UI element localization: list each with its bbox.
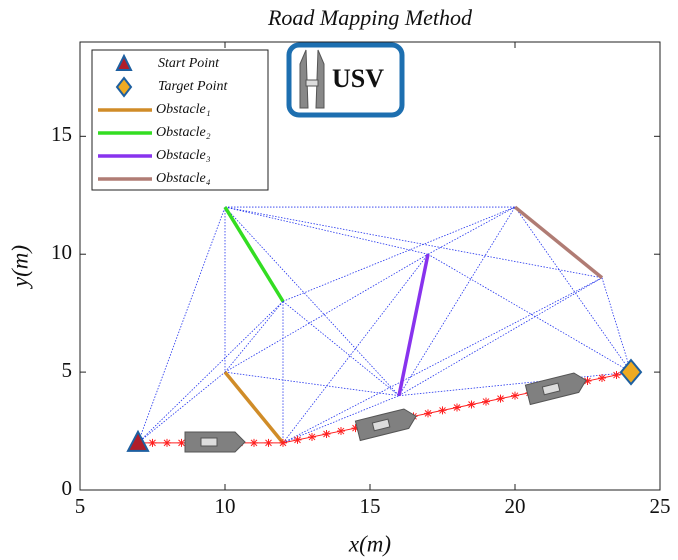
graph-edge	[283, 278, 602, 443]
x-tick-label: 15	[360, 494, 381, 518]
x-tick-label: 5	[75, 494, 86, 518]
path-marker	[497, 395, 505, 403]
path-marker	[613, 371, 621, 379]
path-marker	[453, 403, 461, 411]
graph-edge	[515, 207, 631, 372]
path-marker	[250, 439, 258, 447]
graph-edge	[138, 207, 225, 443]
graph-edge	[225, 254, 428, 372]
chart: Road Mapping Method x(m) y(m) Start Poin…	[0, 0, 678, 560]
boat-deck	[201, 438, 217, 446]
graph-edge	[428, 207, 515, 254]
obstacle-line	[399, 254, 428, 395]
x-tick-label: 10	[215, 494, 236, 518]
usv-annotation: USV	[289, 45, 402, 115]
graph-edge	[225, 207, 399, 396]
path-marker	[163, 439, 171, 447]
path-marker	[468, 401, 476, 409]
x-tick-label: 20	[505, 494, 526, 518]
path-marker	[439, 406, 447, 414]
path-marker	[323, 430, 331, 438]
chart-title: Road Mapping Method	[267, 5, 473, 30]
path-marker	[149, 439, 157, 447]
legend-label: Obstacle₂	[156, 125, 211, 140]
path-marker	[178, 439, 186, 447]
graph-edge	[399, 207, 515, 396]
graph-edge	[225, 207, 602, 278]
y-axis-label: y(m)	[7, 245, 32, 289]
path-marker	[598, 374, 606, 382]
point-marker	[128, 432, 148, 451]
graph-edge	[283, 301, 399, 395]
legend-label: Start Point	[158, 56, 220, 71]
y-tick-label: 0	[62, 476, 73, 500]
y-tick-label: 15	[51, 122, 72, 146]
graph-edge	[602, 278, 631, 372]
path-marker	[482, 398, 490, 406]
graph-edge	[225, 207, 428, 254]
graph-edge	[283, 207, 515, 301]
path-marker	[294, 436, 302, 444]
graph-edge	[225, 372, 399, 396]
legend-label: Obstacle₄	[156, 171, 211, 186]
legend-label: Obstacle₁	[156, 102, 211, 117]
y-tick-label: 10	[51, 240, 72, 264]
annotation-text: USV	[332, 64, 384, 93]
graph-edge	[225, 301, 283, 372]
x-axis-label: x(m)	[348, 531, 391, 556]
point-marker	[621, 360, 641, 384]
x-tick-label: 25	[650, 494, 671, 518]
legend: Start Point Target Point Obstacle₁ Obstacle…	[92, 50, 268, 190]
path-marker	[308, 433, 316, 441]
graph-edge	[138, 301, 283, 442]
obstacle-line	[515, 207, 602, 278]
path-marker	[337, 427, 345, 435]
legend-label: Obstacle₃	[156, 148, 211, 163]
obstacle-line	[225, 207, 283, 301]
y-tick-label: 5	[62, 358, 73, 382]
path-marker	[511, 392, 519, 400]
graph-edge	[428, 254, 631, 372]
path-marker	[279, 439, 287, 447]
path-marker	[265, 439, 273, 447]
path-marker	[424, 409, 432, 417]
legend-label: Target Point	[158, 79, 228, 94]
